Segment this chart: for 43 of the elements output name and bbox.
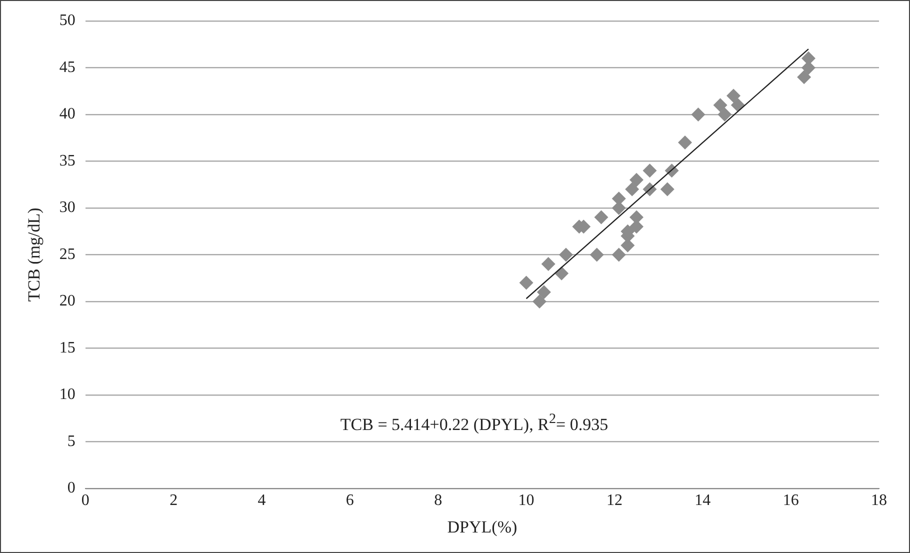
y-tick-label: 35 [59, 152, 76, 170]
y-tick-label: 0 [67, 480, 76, 497]
x-tick-label: 10 [518, 492, 534, 510]
annotation: TCB = 5.414+0.22 (DPYL), R$^{2}$= 0.935 [332, 409, 616, 437]
point [558, 248, 573, 262]
point [691, 107, 706, 122]
point [536, 285, 551, 300]
x-tick-label: 6 [346, 492, 354, 510]
x-tick-label: 4 [258, 492, 266, 510]
point [590, 248, 604, 262]
x-axis-title: DPYL(%) [447, 517, 518, 536]
y-tick-label: 20 [59, 292, 76, 310]
y-axis-title: TCB (mg/dL) [24, 208, 44, 302]
point [612, 248, 626, 262]
y-tick-label: 50 [59, 12, 76, 30]
point [713, 98, 728, 112]
y-tick-label: 40 [59, 106, 76, 123]
point [532, 294, 547, 308]
point [594, 210, 608, 224]
point [678, 136, 692, 150]
point [797, 70, 812, 84]
point [726, 88, 741, 103]
y-tick-label: 25 [59, 246, 76, 263]
y-tick-label: 45 [59, 58, 76, 76]
x-tick-label: 12 [606, 492, 622, 510]
point [519, 276, 534, 290]
x-tick-label: 14 [694, 492, 711, 510]
point [730, 98, 745, 112]
y-tick-label: 15 [59, 339, 76, 356]
x-tick-label: 16 [782, 492, 799, 510]
x-tick-label: 8 [434, 492, 442, 510]
point [718, 107, 732, 122]
x-tick-label: 18 [871, 492, 887, 510]
x-tick-label: 2 [170, 492, 178, 510]
point [541, 257, 556, 272]
point [630, 172, 644, 187]
point [625, 182, 640, 196]
y-tick-label: 5 [67, 432, 76, 450]
y-tick-label: 30 [59, 199, 76, 216]
x-tick-label: 0 [81, 492, 90, 510]
point [642, 164, 657, 178]
y-tick-label: 10 [59, 386, 76, 404]
point [660, 182, 674, 196]
